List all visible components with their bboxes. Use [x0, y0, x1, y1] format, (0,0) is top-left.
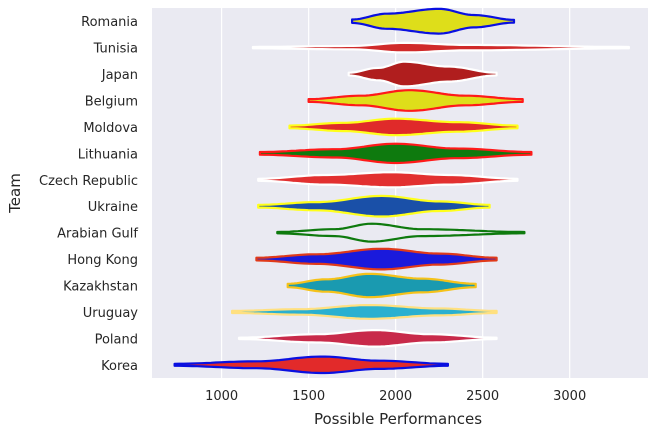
y-tick-label: Moldova	[83, 121, 138, 136]
violin-japan	[347, 60, 498, 88]
violin-arabian-gulf	[276, 222, 526, 243]
violin-korea	[173, 355, 449, 375]
violin-kazakhstan	[286, 272, 477, 299]
x-tick-label: 1000	[205, 389, 238, 404]
y-tick-label: Poland	[95, 332, 138, 347]
x-tick-label: 1500	[292, 389, 325, 404]
y-tick-label: Korea	[101, 359, 138, 374]
x-tick-label: 2500	[466, 389, 499, 404]
x-tick-label: 3000	[553, 389, 586, 404]
x-tick-labels: 1000 1500 2000 2500 3000	[205, 389, 586, 404]
y-tick-label: Czech Republic	[39, 174, 138, 189]
violins	[173, 7, 630, 375]
violin-tunisia	[251, 41, 630, 54]
y-tick-label: Uruguay	[83, 306, 139, 321]
violin-uruguay	[231, 304, 498, 320]
violin-poland	[237, 329, 498, 348]
y-tick-label: Arabian Gulf	[57, 227, 138, 242]
violin-czech-republic	[257, 171, 519, 189]
y-tick-label: Kazakhstan	[63, 280, 138, 295]
y-axis-label: Team	[6, 173, 24, 214]
violin-moldova	[288, 117, 519, 137]
violin-belgium	[307, 89, 524, 112]
y-tick-label: Hong Kong	[67, 253, 138, 268]
y-tick-label: Tunisia	[93, 42, 138, 57]
y-tick-label: Romania	[81, 15, 138, 30]
x-tick-label: 2000	[379, 389, 412, 404]
y-tick-label: Japan	[101, 68, 138, 83]
x-axis-label: Possible Performances	[314, 410, 482, 428]
violin-hong-kong	[255, 247, 498, 271]
violin-ukraine	[257, 194, 491, 218]
y-tick-labels: Romania Tunisia Japan Belgium Moldova Lithuan…	[39, 15, 138, 374]
y-tick-label: Ukraine	[88, 200, 138, 215]
violin-lithuania	[258, 142, 533, 165]
violin-romania	[351, 7, 516, 35]
y-tick-label: Lithuania	[78, 147, 138, 162]
y-tick-label: Belgium	[85, 95, 138, 110]
